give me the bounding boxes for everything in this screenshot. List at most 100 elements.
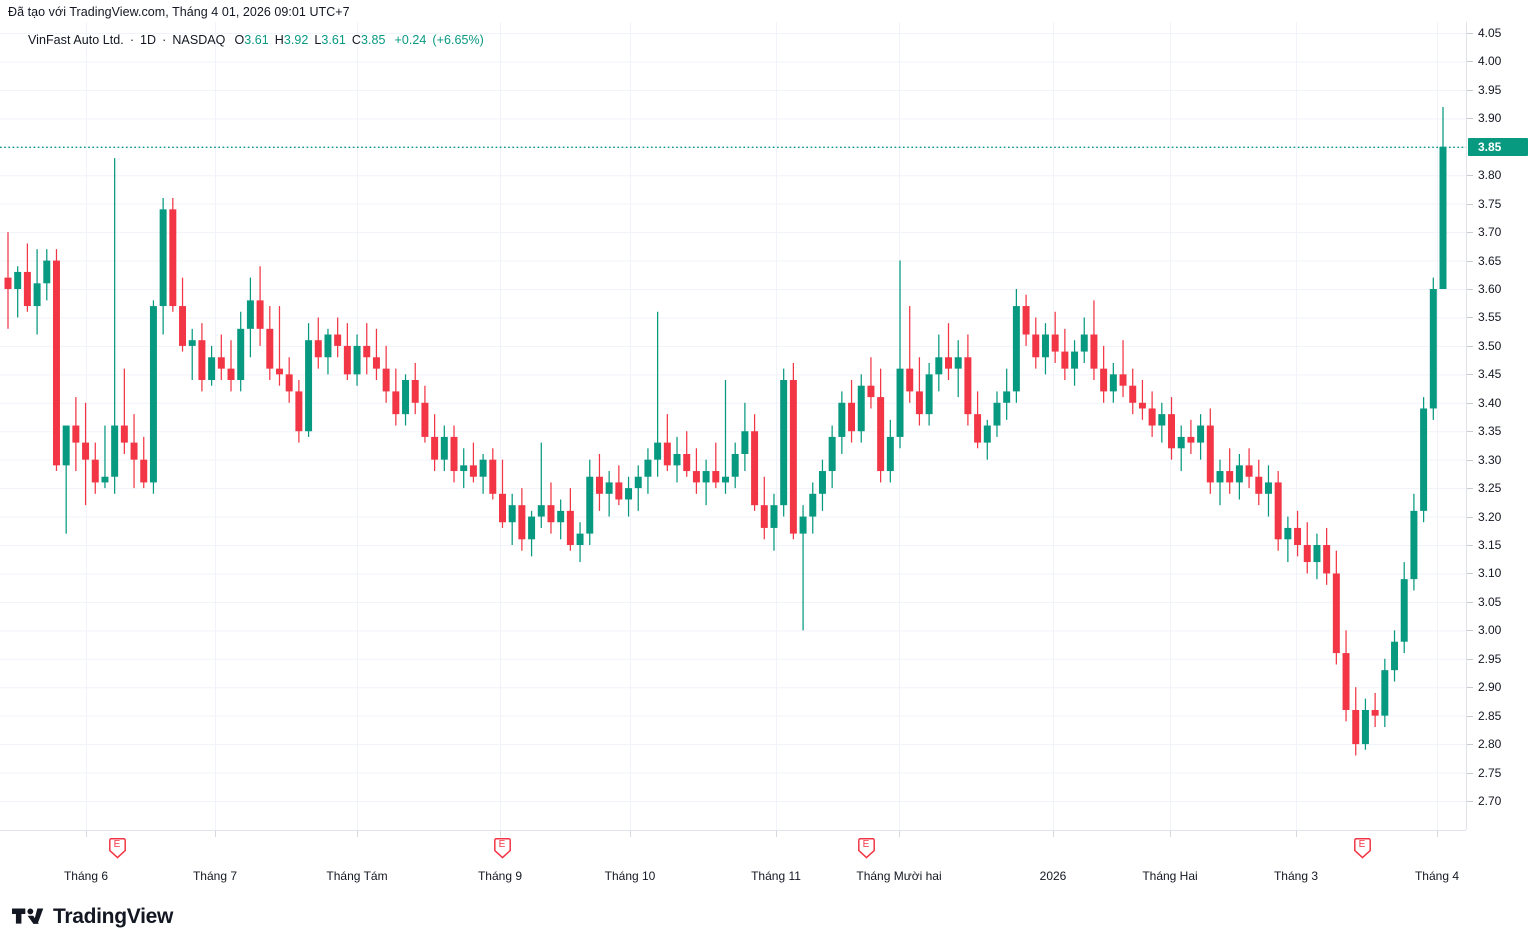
- price-tick-label: 4.05: [1478, 26, 1502, 40]
- current-price-line: [0, 146, 1466, 148]
- price-tick-stub: [1467, 317, 1473, 319]
- price-tick-stub: [1467, 687, 1473, 689]
- price-tick-label: 3.65: [1478, 253, 1502, 268]
- price-tick-stub: [1467, 488, 1473, 490]
- legend-open-key: O: [234, 33, 245, 47]
- earnings-marker-label: E: [862, 839, 870, 850]
- legend-interval[interactable]: 1D: [140, 33, 157, 47]
- price-tick-stub: [1467, 203, 1473, 205]
- time-axis[interactable]: Tháng 6 Tháng 7 Tháng Tám Tháng 9 Tháng 10 Th…: [0, 830, 1466, 892]
- price-tick-stub: [1467, 61, 1473, 63]
- legend-change-percent: (+6.65%): [432, 33, 484, 47]
- price-tick-label: 2.85: [1478, 708, 1502, 723]
- price-tick-label: 3.50: [1478, 338, 1502, 353]
- time-tick-stub: [1170, 831, 1171, 837]
- time-axis-label: Tháng Tám: [326, 869, 388, 883]
- time-axis-label: Tháng 10: [604, 869, 656, 883]
- time-axis-label: Tháng 9: [477, 869, 523, 883]
- legend-high-value: 3.92: [283, 33, 309, 47]
- chart-plot-area[interactable]: [0, 22, 1466, 830]
- symbol-legend[interactable]: VinFast Auto Ltd. · 1D · NASDAQ O 3.61 H3.92 L 3.…: [28, 33, 484, 47]
- legend-low-value: 3.61: [321, 33, 346, 47]
- price-tick-stub: [1467, 744, 1473, 746]
- time-axis-label: Tháng Mười hai: [856, 869, 942, 883]
- tradingview-logo-text: TradingView: [53, 905, 174, 928]
- price-tick-label: 3.00: [1478, 623, 1502, 638]
- time-axis-label: Tháng Hai: [1142, 869, 1198, 883]
- earnings-marker-label: E: [113, 839, 121, 850]
- price-tick-stub: [1467, 345, 1473, 347]
- price-tick-stub: [1467, 601, 1473, 603]
- time-tick-stub: [1296, 831, 1297, 837]
- price-tick-label: 2.70: [1478, 794, 1502, 808]
- price-tick-stub: [1467, 630, 1473, 632]
- current-price-badge[interactable]: 3.85: [1468, 137, 1528, 156]
- price-tick-stub: [1467, 545, 1473, 546]
- price-tick-label: 3.55: [1478, 310, 1502, 325]
- legend-separator-2: ·: [162, 33, 167, 47]
- price-tick-label: 3.30: [1478, 452, 1502, 467]
- legend-symbol-name[interactable]: VinFast Auto Ltd.: [28, 33, 124, 47]
- price-tick-stub: [1467, 374, 1473, 376]
- price-tick-stub: [1467, 772, 1473, 774]
- price-tick-stub: [1467, 516, 1473, 518]
- price-tick-label: 2.75: [1478, 765, 1502, 780]
- earnings-marker-icon[interactable]: E: [108, 838, 126, 859]
- earnings-badge-shape: [493, 838, 511, 859]
- price-tick-label: 3.15: [1478, 538, 1502, 552]
- time-axis-label: Tháng 6: [63, 869, 109, 883]
- time-tick-stub: [215, 831, 216, 837]
- price-tick-stub: [1467, 402, 1473, 404]
- legend-low-key: L: [314, 33, 322, 47]
- legend-exchange: NASDAQ: [172, 33, 226, 47]
- tradingview-logo-icon: [12, 908, 44, 924]
- price-tick-label: 3.90: [1478, 111, 1502, 126]
- earnings-badge-shape: [108, 838, 126, 859]
- time-tick-stub: [500, 831, 501, 837]
- price-tick-stub: [1467, 459, 1473, 461]
- time-tick-stub: [630, 831, 631, 837]
- time-axis-label: Tháng 4: [1414, 869, 1460, 883]
- time-tick-stub: [357, 831, 358, 837]
- earnings-marker-icon[interactable]: E: [857, 838, 875, 859]
- legend-change-absolute: +0.24: [394, 33, 427, 47]
- price-tick-stub: [1467, 573, 1473, 575]
- earnings-marker-icon[interactable]: E: [493, 838, 511, 859]
- earnings-marker-label: E: [1358, 839, 1366, 850]
- price-tick-label: 3.10: [1478, 566, 1502, 581]
- price-tick-label: 3.05: [1478, 594, 1502, 609]
- price-tick-label: 2.80: [1478, 737, 1502, 752]
- tradingview-logo: TradingView: [12, 906, 173, 927]
- time-tick-stub: [899, 831, 900, 837]
- price-tick-label: 2.95: [1478, 651, 1502, 666]
- price-tick-stub: [1467, 118, 1473, 120]
- price-tick-label: 3.95: [1478, 82, 1502, 97]
- attribution-text: Đã tạo với TradingView.com, Tháng 4 01, …: [8, 5, 350, 19]
- price-tick-stub: [1467, 260, 1473, 262]
- price-tick-label: 3.35: [1478, 424, 1502, 439]
- price-tick-label: 3.70: [1478, 225, 1502, 240]
- legend-high-key: H: [274, 33, 284, 47]
- price-axis[interactable]: 4.05 4.00 3.95 3.90 3.85 3.80 3.75 3.70 3.65 3.60…: [1466, 22, 1534, 830]
- legend-close-key: C: [351, 33, 361, 47]
- time-axis-label: Tháng 7: [192, 869, 238, 883]
- price-tick-label: 3.60: [1478, 282, 1502, 296]
- price-tick-stub: [1467, 431, 1473, 433]
- earnings-badge-shape: [1353, 838, 1371, 859]
- time-axis-label: 2026: [1039, 869, 1067, 883]
- chart-gridlines: [0, 22, 1466, 830]
- legend-close-value: 3.85: [361, 33, 386, 47]
- price-tick-stub: [1467, 801, 1473, 802]
- time-tick-stub: [1053, 831, 1054, 837]
- price-tick-label: 3.20: [1478, 509, 1502, 524]
- price-tick-label: 3.25: [1478, 481, 1502, 496]
- earnings-marker-icon[interactable]: E: [1353, 838, 1371, 859]
- price-tick-label: 3.40: [1478, 395, 1502, 410]
- price-tick-label: 3.80: [1478, 168, 1502, 183]
- price-tick-stub: [1467, 175, 1473, 177]
- candlestick-series: [4, 106, 1447, 756]
- legend-separator-1: ·: [129, 33, 135, 47]
- time-tick-stub: [86, 831, 87, 837]
- time-tick-stub: [776, 831, 777, 837]
